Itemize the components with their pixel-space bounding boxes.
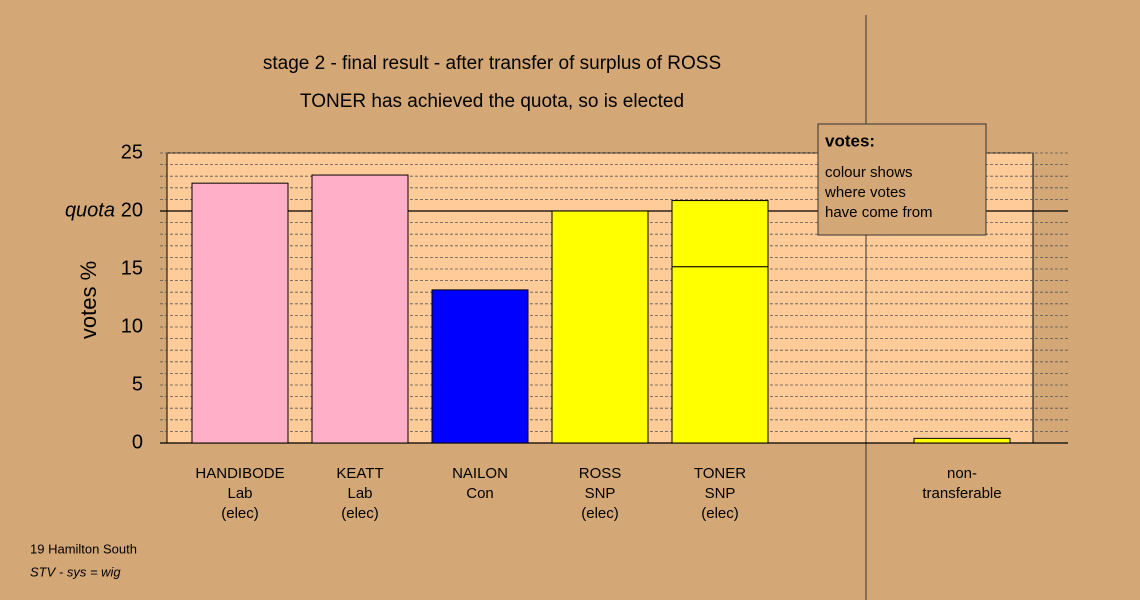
x-tick-label: SNP — [705, 485, 736, 502]
chart-title: stage 2 - final result - after transfer … — [263, 53, 721, 74]
bar — [551, 210, 649, 444]
y-tick-label: 15 — [121, 257, 143, 279]
y-axis-label: votes % — [76, 261, 101, 339]
bar — [311, 174, 409, 444]
x-tick-label: Con — [466, 485, 494, 502]
note-line: where votes — [824, 184, 906, 201]
x-tick-label: Lab — [347, 485, 372, 502]
y-tick-label: 25 — [121, 141, 143, 163]
footer: STV - sys = wig — [30, 564, 121, 579]
bar — [191, 182, 289, 444]
footer: 19 Hamilton South — [30, 541, 137, 556]
bar — [431, 289, 529, 444]
x-tick-label: (elec) — [221, 505, 259, 522]
x-tick-label: TONER — [694, 465, 746, 482]
overlay: votes: colour shows where votes have com… — [817, 123, 987, 236]
x-tick-label: (elec) — [341, 505, 379, 522]
bar — [671, 200, 769, 268]
x-tick-label: NAILON — [452, 465, 508, 482]
y-tick-label: 20 — [121, 199, 143, 221]
quota-label: quota — [65, 199, 115, 221]
x-tick-label: (elec) — [701, 505, 739, 522]
y-tick-label: 5 — [132, 373, 143, 395]
plot: 0 5 10 15 20 25 quota HANDIBODE Lab (elec) KEATT La… — [65, 141, 1068, 522]
note-line: have come from — [825, 204, 933, 221]
x-tick-label: KEATT — [336, 465, 383, 482]
bar — [913, 437, 1011, 444]
x-tick-label: SNP — [585, 485, 616, 502]
note-heading: votes: — [825, 131, 875, 150]
x-tick-label: Lab — [227, 485, 252, 502]
x-tick-label: ROSS — [579, 465, 622, 482]
x-tick-label: non- — [947, 465, 977, 482]
bar — [671, 266, 769, 444]
note-line: colour shows — [825, 164, 913, 181]
chart-subtitle: TONER has achieved the quota, so is elec… — [300, 91, 684, 112]
y-tick-label: 0 — [132, 431, 143, 453]
x-tick-label: transferable — [922, 485, 1001, 502]
note-box — [817, 123, 987, 236]
x-tick-label: HANDIBODE — [195, 465, 284, 482]
y-tick-label: 10 — [121, 315, 143, 337]
x-tick-label: (elec) — [581, 505, 619, 522]
